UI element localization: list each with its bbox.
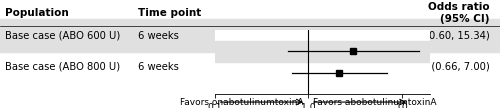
Text: 6 weeks: 6 weeks bbox=[138, 62, 178, 72]
Text: 6 weeks: 6 weeks bbox=[138, 31, 178, 41]
FancyBboxPatch shape bbox=[0, 19, 500, 52]
Text: 2.14 (0.66, 7.00): 2.14 (0.66, 7.00) bbox=[406, 62, 490, 72]
Text: Odds ratio
(95% CI): Odds ratio (95% CI) bbox=[428, 2, 490, 24]
Bar bbox=[215, 41, 430, 62]
Text: Base case (ABO 600 U): Base case (ABO 600 U) bbox=[5, 31, 120, 41]
Text: Time point: Time point bbox=[138, 8, 201, 18]
Text: Favors abobotulinumtoxinA: Favors abobotulinumtoxinA bbox=[314, 98, 437, 107]
Text: Base case (ABO 800 U): Base case (ABO 800 U) bbox=[5, 62, 120, 72]
Text: 3.03 (0.60, 15.34): 3.03 (0.60, 15.34) bbox=[400, 31, 490, 41]
Text: Favors onabotulinumtoxinA: Favors onabotulinumtoxinA bbox=[180, 98, 304, 107]
Text: Population: Population bbox=[5, 8, 69, 18]
